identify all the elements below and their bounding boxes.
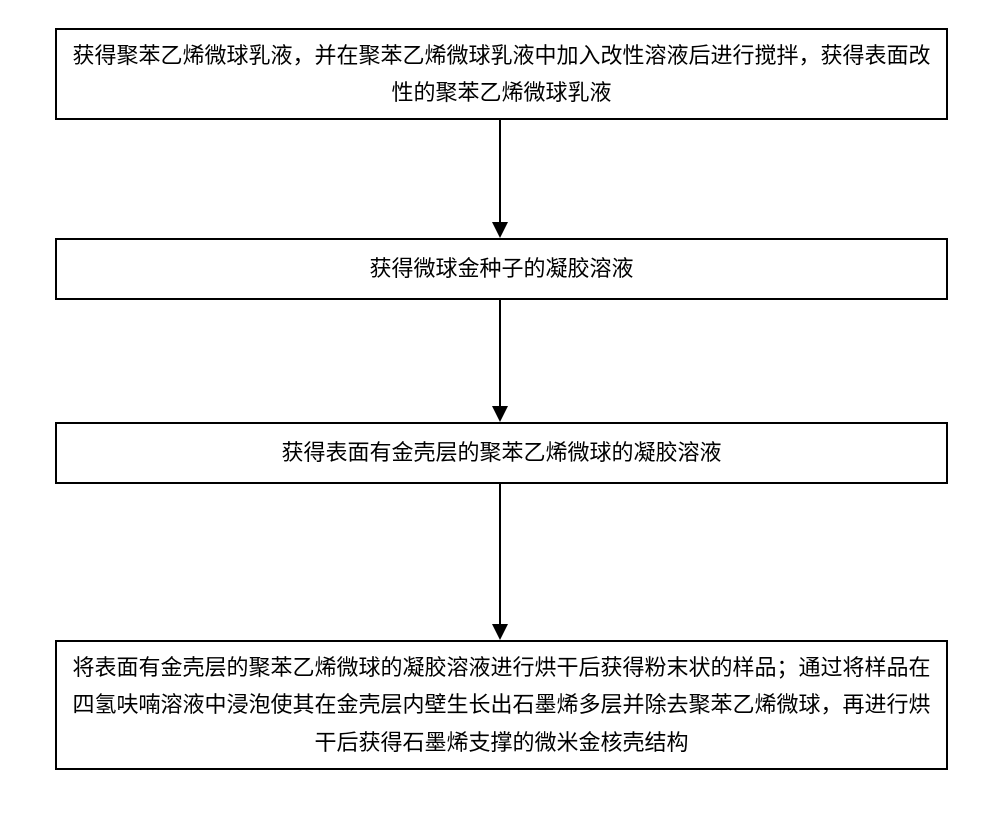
flow-arrow-1 — [492, 120, 508, 238]
flow-step-3-text: 获得表面有金壳层的聚苯乙烯微球的凝胶溶液 — [281, 434, 721, 471]
flow-arrow-2 — [492, 300, 508, 422]
arrow-head-icon — [492, 222, 508, 238]
arrow-head-icon — [492, 406, 508, 422]
flow-step-4-text: 将表面有金壳层的聚苯乙烯微球的凝胶溶液进行烘干后获得粉末状的样品；通过将样品在四… — [71, 649, 932, 761]
flow-step-2: 获得微球金种子的凝胶溶液 — [55, 238, 948, 300]
arrow-head-icon — [492, 624, 508, 640]
flow-step-2-text: 获得微球金种子的凝胶溶液 — [369, 250, 633, 287]
flow-arrow-3 — [492, 484, 508, 640]
flow-step-1-text: 获得聚苯乙烯微球乳液，并在聚苯乙烯微球乳液中加入改性溶液后进行搅拌，获得表面改性… — [71, 37, 932, 112]
flow-step-3: 获得表面有金壳层的聚苯乙烯微球的凝胶溶液 — [55, 422, 948, 484]
flowchart-canvas: 获得聚苯乙烯微球乳液，并在聚苯乙烯微球乳液中加入改性溶液后进行搅拌，获得表面改性… — [0, 0, 1000, 821]
flow-step-4: 将表面有金壳层的聚苯乙烯微球的凝胶溶液进行烘干后获得粉末状的样品；通过将样品在四… — [55, 640, 948, 770]
arrow-shaft — [499, 120, 501, 222]
flow-step-1: 获得聚苯乙烯微球乳液，并在聚苯乙烯微球乳液中加入改性溶液后进行搅拌，获得表面改性… — [55, 28, 948, 120]
arrow-shaft — [499, 484, 501, 624]
arrow-shaft — [499, 300, 501, 406]
